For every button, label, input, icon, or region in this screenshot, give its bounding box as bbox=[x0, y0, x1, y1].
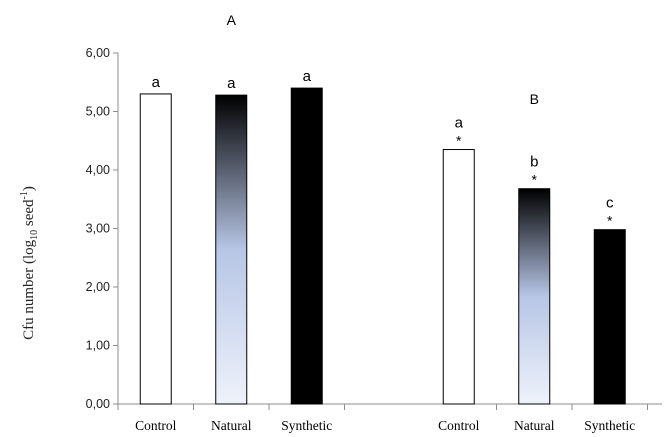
y-tick-label: 1,00 bbox=[86, 339, 110, 353]
bar bbox=[518, 188, 551, 405]
x-tick-label: Natural bbox=[514, 418, 555, 433]
bar bbox=[290, 87, 323, 405]
y-tick-label: 2,00 bbox=[86, 280, 110, 294]
panel-label: B bbox=[530, 91, 539, 107]
y-tick-label: 6,00 bbox=[86, 46, 110, 60]
bar bbox=[215, 94, 248, 405]
significance-letter: a bbox=[152, 74, 161, 91]
y-tick-label: 3,00 bbox=[86, 222, 110, 236]
asterisk-label: * bbox=[532, 172, 538, 188]
x-tick-label: Control bbox=[438, 418, 480, 433]
x-tick-label: Control bbox=[135, 418, 177, 433]
significance-letter: a bbox=[303, 68, 312, 85]
bar bbox=[442, 149, 475, 405]
bar bbox=[139, 93, 172, 405]
significance-letter: a bbox=[227, 75, 236, 92]
y-axis-label: Cfu number (log10 seed-1) bbox=[19, 186, 40, 340]
significance-letter: a bbox=[455, 115, 464, 132]
x-tick-label: Synthetic bbox=[584, 418, 635, 433]
x-tick-label: Natural bbox=[211, 418, 252, 433]
y-tick-label: 5,00 bbox=[86, 105, 110, 119]
panel-label: A bbox=[227, 12, 237, 28]
y-tick-label: 4,00 bbox=[86, 163, 110, 177]
significance-letter: b bbox=[530, 154, 538, 171]
plot-area: 0,00 1,00 2,00 3,00 4,00 5,00 6,00 Control a Natu… bbox=[86, 12, 662, 433]
y-tick-label: 0,00 bbox=[86, 397, 110, 411]
bar bbox=[593, 229, 626, 405]
x-tick-label: Synthetic bbox=[281, 418, 332, 433]
asterisk-label: * bbox=[456, 133, 462, 149]
significance-letter: c bbox=[606, 195, 614, 212]
asterisk-label: * bbox=[607, 213, 613, 229]
